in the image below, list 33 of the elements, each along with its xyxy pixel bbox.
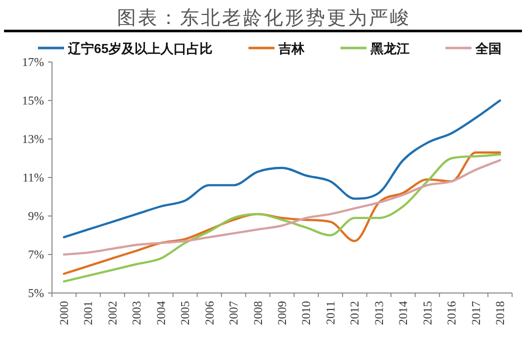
chart-title: 图表：东北老龄化形势更为严峻 <box>117 8 411 29</box>
y-tick-label: 13% <box>22 132 44 146</box>
x-tick-label: 2015 <box>420 301 434 325</box>
legend-label: 辽宁65岁及以上人口占比 <box>67 41 212 56</box>
x-tick-label: 2017 <box>468 301 483 325</box>
x-tick-label: 2001 <box>81 301 96 325</box>
x-tick-label: 2009 <box>275 301 289 325</box>
x-tick-label: 2014 <box>396 301 410 325</box>
legend-label: 黑龙江 <box>369 41 410 56</box>
y-tick-label: 5% <box>28 286 44 300</box>
x-tick-label: 2004 <box>154 301 168 325</box>
legend-label: 吉林 <box>277 41 306 56</box>
x-tick-label: 2005 <box>178 301 192 325</box>
x-tick-label: 2016 <box>444 301 459 325</box>
x-tick-label: 2018 <box>493 301 507 325</box>
x-tick-label: 2011 <box>323 301 338 325</box>
x-tick-label: 2000 <box>57 301 71 325</box>
y-tick-label: 7% <box>28 248 44 262</box>
x-tick-label: 2010 <box>299 301 314 325</box>
legend-label: 全国 <box>474 41 502 56</box>
x-tick-label: 2012 <box>348 301 362 325</box>
x-tick-label: 2013 <box>372 301 386 325</box>
y-tick-label: 9% <box>28 209 44 223</box>
x-tick-label: 2003 <box>130 301 144 325</box>
line-series <box>62 159 502 256</box>
y-tick-label: 17% <box>22 55 44 69</box>
y-tick-label: 11% <box>22 170 44 184</box>
line-series <box>62 99 502 238</box>
x-tick-label: 2006 <box>202 301 216 325</box>
x-tick-label: 2007 <box>226 301 241 325</box>
x-tick-label: 2008 <box>250 301 265 325</box>
y-tick-label: 15% <box>22 94 44 108</box>
x-tick-label: 2002 <box>105 301 120 325</box>
